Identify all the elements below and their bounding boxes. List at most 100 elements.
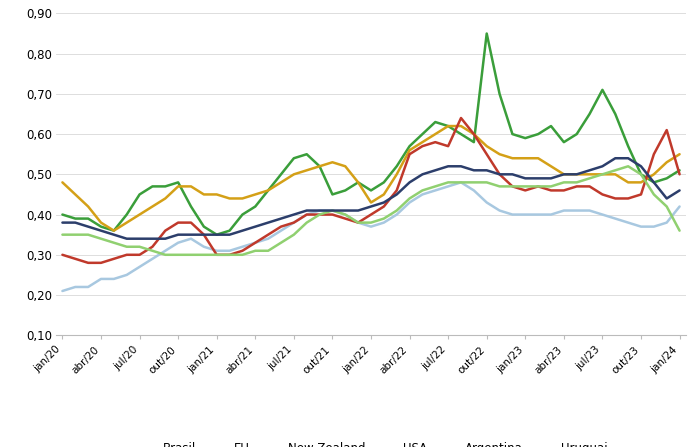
USA <box>393 188 401 193</box>
EU <box>264 188 272 193</box>
USA <box>58 252 66 257</box>
EU <box>637 180 645 185</box>
Uruguai <box>547 176 555 181</box>
New Zealand <box>174 240 182 245</box>
Argentina <box>187 252 195 257</box>
Brasil <box>187 204 195 209</box>
USA <box>560 188 568 193</box>
Uruguai <box>585 168 594 173</box>
USA <box>328 212 337 217</box>
Argentina <box>238 252 246 257</box>
Argentina <box>276 240 285 245</box>
New Zealand <box>379 220 388 225</box>
Brasil <box>367 188 375 193</box>
Argentina <box>341 212 349 217</box>
Argentina <box>58 232 66 237</box>
Argentina <box>367 220 375 225</box>
Brasil <box>251 204 260 209</box>
Brasil <box>585 111 594 117</box>
USA <box>135 252 143 257</box>
New Zealand <box>264 236 272 241</box>
New Zealand <box>496 208 504 213</box>
Uruguai <box>560 172 568 177</box>
Uruguai <box>199 232 208 237</box>
Argentina <box>135 244 143 249</box>
USA <box>496 172 504 177</box>
USA <box>405 152 414 157</box>
Brasil <box>470 139 478 145</box>
EU <box>470 131 478 137</box>
Brasil <box>508 131 517 137</box>
EU <box>534 156 542 161</box>
EU <box>238 196 246 201</box>
EU <box>650 172 658 177</box>
EU <box>444 123 452 129</box>
Brasil <box>598 87 607 93</box>
New Zealand <box>161 248 169 253</box>
Brasil <box>418 131 426 137</box>
Uruguai <box>470 168 478 173</box>
Brasil <box>393 164 401 169</box>
Line: Uruguai: Uruguai <box>62 158 680 239</box>
Brasil <box>444 123 452 129</box>
Uruguai <box>457 164 466 169</box>
USA <box>676 172 684 177</box>
USA <box>276 224 285 229</box>
Brasil <box>624 143 632 149</box>
Brasil <box>135 192 143 197</box>
EU <box>367 200 375 205</box>
Argentina <box>110 240 118 245</box>
New Zealand <box>457 180 466 185</box>
EU <box>431 131 440 137</box>
Argentina <box>470 180 478 185</box>
New Zealand <box>560 208 568 213</box>
USA <box>508 184 517 189</box>
Argentina <box>84 232 92 237</box>
Uruguai <box>302 208 311 213</box>
Uruguai <box>624 156 632 161</box>
Line: Argentina: Argentina <box>62 166 680 255</box>
New Zealand <box>110 276 118 282</box>
Uruguai <box>405 180 414 185</box>
Argentina <box>662 204 671 209</box>
EU <box>547 164 555 169</box>
New Zealand <box>122 272 131 278</box>
New Zealand <box>225 248 234 253</box>
New Zealand <box>470 188 478 193</box>
Uruguai <box>251 224 260 229</box>
Brasil <box>328 192 337 197</box>
USA <box>482 152 491 157</box>
Brasil <box>71 216 80 221</box>
EU <box>418 139 426 145</box>
Argentina <box>598 172 607 177</box>
EU <box>328 160 337 165</box>
Line: EU: EU <box>62 126 680 231</box>
USA <box>662 127 671 133</box>
New Zealand <box>328 208 337 213</box>
USA <box>598 192 607 197</box>
EU <box>496 152 504 157</box>
New Zealand <box>354 220 363 225</box>
Brasil <box>457 131 466 137</box>
Legend: Brasil, EU, New Zealand, USA, Argentina, Uruguai: Brasil, EU, New Zealand, USA, Argentina,… <box>130 438 612 447</box>
EU <box>573 172 581 177</box>
Argentina <box>457 180 466 185</box>
Brasil <box>276 172 285 177</box>
Brasil <box>611 111 620 117</box>
Uruguai <box>573 172 581 177</box>
New Zealand <box>135 264 143 270</box>
Brasil <box>379 180 388 185</box>
New Zealand <box>341 212 349 217</box>
EU <box>84 204 92 209</box>
Uruguai <box>276 216 285 221</box>
New Zealand <box>431 188 440 193</box>
New Zealand <box>213 248 221 253</box>
Brasil <box>482 31 491 36</box>
New Zealand <box>367 224 375 229</box>
EU <box>302 168 311 173</box>
EU <box>598 172 607 177</box>
Brasil <box>225 228 234 233</box>
EU <box>290 172 298 177</box>
Uruguai <box>71 220 80 225</box>
Brasil <box>161 184 169 189</box>
